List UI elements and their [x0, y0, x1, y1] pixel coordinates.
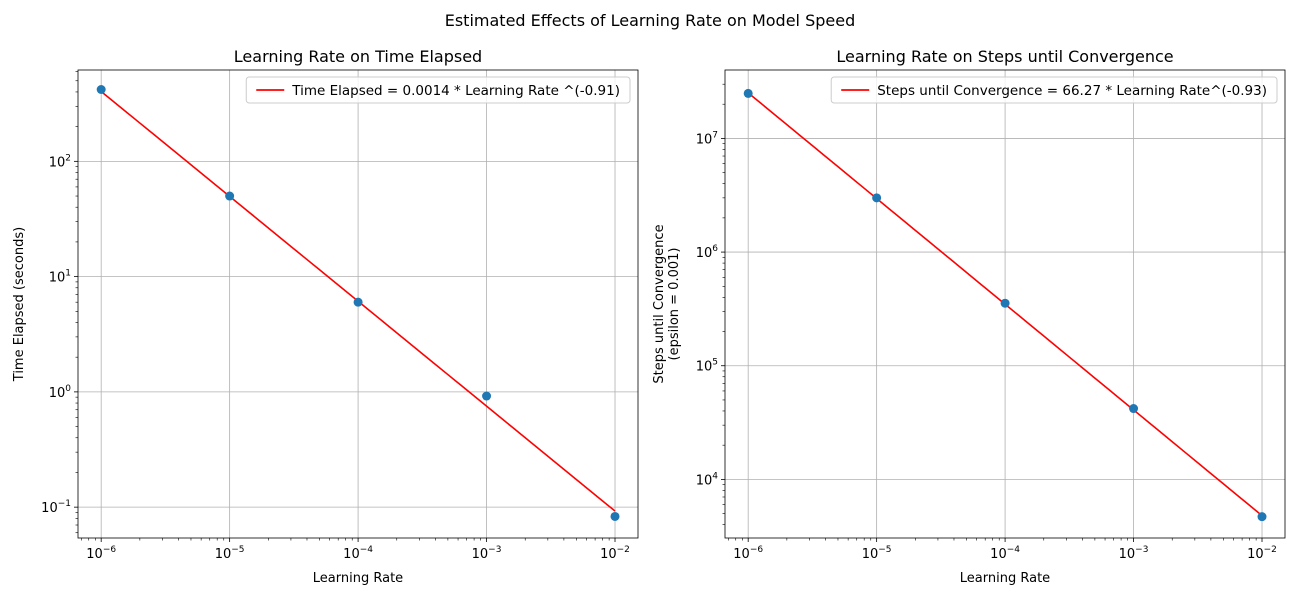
- y-minor-ticks: [75, 71, 78, 534]
- legend: Steps until Convergence = 66.27 * Learni…: [830, 76, 1278, 104]
- x-tick-label: 10−4: [990, 545, 1020, 562]
- x-tick-label: 10−2: [600, 545, 630, 562]
- legend-label: Time Elapsed = 0.0014 * Learning Rate ^(…: [291, 83, 620, 99]
- x-tick-label: 10−5: [215, 545, 245, 562]
- scatter-point: [610, 511, 620, 521]
- x-tick-label: 10−6: [86, 545, 116, 562]
- axes-container: 10−6 10−5 10−4 10−3 10−2 10−1 100 101 102 Learnin…: [12, 47, 1286, 586]
- x-tick-label: 10−2: [1247, 545, 1277, 562]
- y-axis-label: (epsilon = 0.001): [667, 248, 682, 361]
- figure-suptitle: Estimated Effects of Learning Rate on Mo…: [445, 11, 856, 30]
- scatter-points: [96, 84, 620, 521]
- x-tick-label: 10−3: [472, 545, 502, 562]
- x-tick-label: 10−4: [343, 545, 373, 562]
- legend-box: [245, 76, 631, 104]
- subplot-1: 10−6 10−5 10−4 10−3 10−2 10−1 100 101 102 Learnin…: [12, 47, 639, 586]
- y-minor-ticks: [722, 83, 725, 525]
- y-tick-label: 100: [49, 384, 72, 401]
- y-tick-label: 102: [49, 153, 71, 170]
- scatter-point: [353, 297, 363, 307]
- x-axis-label: Learning Rate: [960, 571, 1050, 586]
- y-tick-label: 10−1: [41, 499, 71, 516]
- scatter-point: [225, 191, 235, 201]
- legend: Time Elapsed = 0.0014 * Learning Rate ^(…: [245, 76, 631, 104]
- legend-box: [830, 76, 1278, 104]
- x-tick-label: 10−5: [862, 545, 892, 562]
- y-tick-label: 107: [696, 130, 718, 147]
- scatter-point: [1257, 512, 1267, 522]
- x-tick-label: 10−3: [1119, 545, 1149, 562]
- x-minor-ticks: [80, 538, 610, 541]
- scatter-point: [96, 84, 106, 94]
- scatter-point: [743, 88, 753, 98]
- scatter-point: [872, 193, 882, 203]
- axes-title: Learning Rate on Steps until Convergence: [836, 47, 1173, 66]
- axes-title: Learning Rate on Time Elapsed: [234, 47, 482, 66]
- x-tick-label: 10−6: [733, 545, 763, 562]
- scatter-point: [482, 391, 492, 401]
- legend-label: Steps until Convergence = 66.27 * Learni…: [877, 83, 1267, 99]
- subplot-2: 10−6 10−5 10−4 10−3 10−2 104 105 106 107 Learning…: [652, 47, 1286, 586]
- y-axis-label: Steps until Convergence: [652, 224, 667, 383]
- x-minor-ticks: [727, 538, 1257, 541]
- scatter-point: [1000, 298, 1010, 308]
- scatter-points: [743, 88, 1267, 522]
- y-axis-label: Time Elapsed (seconds): [12, 227, 27, 382]
- y-tick-label: 105: [696, 358, 718, 375]
- y-tick-label: 101: [49, 269, 71, 286]
- y-tick-label: 104: [696, 471, 719, 488]
- x-axis-label: Learning Rate: [313, 571, 403, 586]
- scatter-point: [1129, 404, 1139, 414]
- y-tick-label: 106: [696, 244, 719, 261]
